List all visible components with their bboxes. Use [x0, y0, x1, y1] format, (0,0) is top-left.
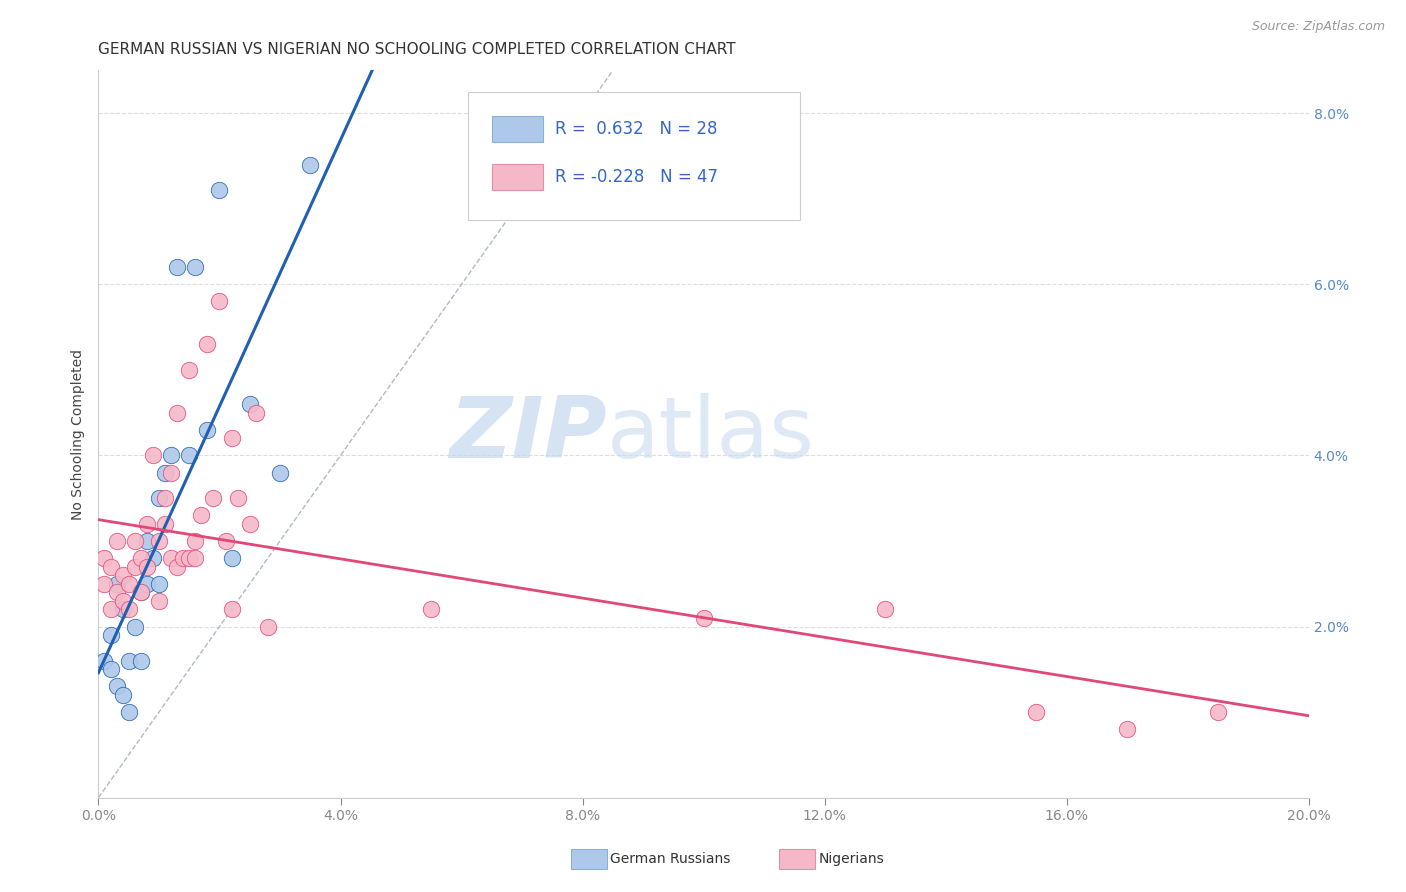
- Point: [239, 516, 262, 531]
- Point: [184, 534, 207, 549]
- Point: [160, 466, 183, 480]
- Point: [118, 705, 141, 719]
- Point: [153, 466, 176, 480]
- FancyBboxPatch shape: [492, 116, 543, 142]
- Point: [118, 602, 141, 616]
- Text: German Russians: German Russians: [610, 852, 731, 866]
- Point: [124, 559, 146, 574]
- Point: [257, 619, 280, 633]
- Point: [195, 423, 218, 437]
- Point: [100, 662, 122, 676]
- FancyBboxPatch shape: [492, 164, 543, 190]
- Point: [153, 491, 176, 506]
- Point: [166, 260, 188, 275]
- Point: [129, 585, 152, 599]
- Point: [142, 551, 165, 566]
- Point: [172, 551, 194, 566]
- Point: [160, 551, 183, 566]
- Text: Source: ZipAtlas.com: Source: ZipAtlas.com: [1251, 20, 1385, 33]
- Text: R =  0.632   N = 28: R = 0.632 N = 28: [555, 120, 717, 137]
- Point: [118, 654, 141, 668]
- Text: GERMAN RUSSIAN VS NIGERIAN NO SCHOOLING COMPLETED CORRELATION CHART: GERMAN RUSSIAN VS NIGERIAN NO SCHOOLING …: [98, 42, 737, 57]
- FancyBboxPatch shape: [468, 92, 800, 219]
- Text: ZIP: ZIP: [449, 392, 607, 475]
- Point: [93, 576, 115, 591]
- Point: [245, 406, 267, 420]
- Point: [148, 576, 170, 591]
- Point: [208, 183, 231, 197]
- Point: [142, 449, 165, 463]
- Point: [124, 619, 146, 633]
- Point: [214, 534, 236, 549]
- Point: [93, 654, 115, 668]
- Point: [299, 157, 322, 171]
- Point: [100, 559, 122, 574]
- Point: [179, 551, 201, 566]
- Point: [93, 551, 115, 566]
- Text: atlas: atlas: [607, 392, 815, 475]
- Point: [135, 576, 157, 591]
- Point: [129, 585, 152, 599]
- Point: [221, 431, 243, 445]
- Point: [179, 449, 201, 463]
- Text: R = -0.228   N = 47: R = -0.228 N = 47: [555, 169, 717, 186]
- Point: [166, 406, 188, 420]
- Point: [202, 491, 225, 506]
- Point: [111, 594, 134, 608]
- Point: [221, 602, 243, 616]
- Point: [105, 576, 128, 591]
- Point: [153, 516, 176, 531]
- Point: [100, 628, 122, 642]
- Point: [148, 534, 170, 549]
- Point: [184, 551, 207, 566]
- Point: [184, 260, 207, 275]
- Point: [129, 551, 152, 566]
- Point: [135, 534, 157, 549]
- Point: [129, 654, 152, 668]
- Point: [124, 534, 146, 549]
- Point: [179, 363, 201, 377]
- Point: [239, 397, 262, 411]
- Point: [1025, 705, 1047, 719]
- Point: [118, 576, 141, 591]
- Point: [148, 594, 170, 608]
- Point: [226, 491, 249, 506]
- Point: [1116, 723, 1139, 737]
- Point: [111, 568, 134, 582]
- Point: [100, 602, 122, 616]
- Point: [166, 559, 188, 574]
- Point: [135, 516, 157, 531]
- Y-axis label: No Schooling Completed: No Schooling Completed: [72, 349, 86, 519]
- Point: [195, 337, 218, 351]
- Point: [105, 680, 128, 694]
- Point: [420, 602, 443, 616]
- Point: [160, 449, 183, 463]
- Point: [875, 602, 897, 616]
- Point: [111, 602, 134, 616]
- Point: [105, 585, 128, 599]
- Point: [111, 688, 134, 702]
- Point: [105, 534, 128, 549]
- Point: [190, 508, 212, 523]
- Point: [148, 491, 170, 506]
- Point: [1206, 705, 1229, 719]
- Point: [135, 559, 157, 574]
- Text: Nigerians: Nigerians: [818, 852, 884, 866]
- Point: [208, 294, 231, 309]
- Point: [269, 466, 291, 480]
- Point: [692, 611, 714, 625]
- Point: [221, 551, 243, 566]
